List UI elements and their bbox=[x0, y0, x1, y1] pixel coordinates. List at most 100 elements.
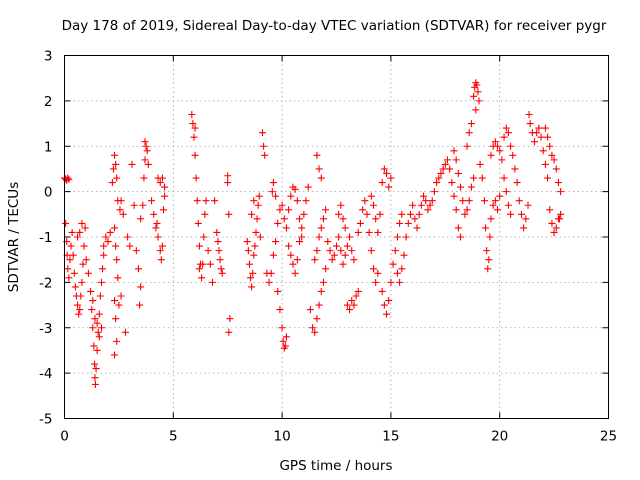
data-point bbox=[92, 365, 100, 373]
data-point bbox=[352, 292, 360, 300]
data-point bbox=[317, 287, 325, 295]
data-point bbox=[313, 247, 321, 255]
data-point bbox=[90, 342, 98, 350]
data-point bbox=[435, 174, 443, 182]
data-point bbox=[152, 224, 160, 232]
data-point bbox=[225, 328, 233, 336]
data-point bbox=[300, 210, 308, 218]
data-point bbox=[139, 201, 147, 209]
data-point bbox=[457, 233, 465, 241]
data-point bbox=[354, 228, 362, 236]
data-point bbox=[206, 260, 214, 268]
data-point bbox=[143, 147, 151, 155]
data-point bbox=[130, 201, 138, 209]
data-point bbox=[195, 242, 203, 250]
data-point bbox=[339, 215, 347, 223]
data-point bbox=[214, 238, 222, 246]
data-point bbox=[69, 251, 77, 259]
data-point bbox=[108, 179, 116, 187]
data-point bbox=[84, 269, 92, 277]
data-point bbox=[369, 201, 377, 209]
data-point bbox=[374, 228, 382, 236]
data-point bbox=[522, 215, 530, 223]
data-point bbox=[94, 328, 102, 336]
data-point bbox=[126, 242, 134, 250]
data-point bbox=[486, 233, 494, 241]
data-point bbox=[517, 210, 525, 218]
data-point bbox=[393, 269, 401, 277]
data-point bbox=[361, 197, 369, 205]
data-point bbox=[437, 169, 445, 177]
data-point bbox=[354, 287, 362, 295]
data-point bbox=[269, 179, 277, 187]
data-point bbox=[475, 97, 483, 105]
data-point bbox=[537, 133, 545, 141]
data-point bbox=[285, 242, 293, 250]
data-point bbox=[89, 297, 97, 305]
data-point bbox=[524, 201, 532, 209]
data-point bbox=[513, 179, 521, 187]
data-point bbox=[557, 188, 565, 196]
data-point bbox=[281, 342, 289, 350]
data-point bbox=[190, 133, 198, 141]
data-point bbox=[140, 174, 148, 182]
data-point bbox=[260, 142, 268, 150]
data-point bbox=[350, 256, 358, 264]
data-point bbox=[77, 292, 85, 300]
data-point bbox=[251, 242, 259, 250]
data-point bbox=[274, 287, 282, 295]
data-point bbox=[289, 260, 297, 268]
data-point bbox=[454, 169, 462, 177]
data-point bbox=[298, 233, 306, 241]
y-tick-label: 2 bbox=[44, 94, 53, 110]
data-point bbox=[291, 269, 299, 277]
data-point bbox=[81, 224, 89, 232]
data-point bbox=[96, 292, 104, 300]
data-point bbox=[302, 197, 310, 205]
data-point bbox=[539, 147, 547, 155]
data-point bbox=[317, 174, 325, 182]
data-point bbox=[520, 224, 528, 232]
data-point bbox=[144, 160, 152, 168]
data-point bbox=[150, 210, 158, 218]
data-point bbox=[276, 206, 284, 214]
data-point bbox=[67, 242, 75, 250]
data-point bbox=[201, 210, 209, 218]
data-point bbox=[76, 228, 84, 236]
data-point bbox=[102, 233, 110, 241]
data-point bbox=[79, 260, 87, 268]
data-point bbox=[457, 183, 465, 191]
data-point bbox=[256, 233, 264, 241]
data-point bbox=[313, 315, 321, 323]
data-point bbox=[452, 206, 460, 214]
data-point bbox=[278, 201, 286, 209]
data-point bbox=[309, 324, 317, 332]
data-point bbox=[111, 351, 119, 359]
data-point bbox=[319, 215, 327, 223]
data-point bbox=[293, 256, 301, 264]
y-tick-label: 1 bbox=[44, 139, 53, 155]
data-point bbox=[296, 238, 304, 246]
data-point bbox=[369, 265, 377, 273]
data-point bbox=[489, 201, 497, 209]
data-point bbox=[315, 233, 323, 241]
data-point bbox=[134, 265, 142, 273]
data-point bbox=[124, 233, 132, 241]
data-point bbox=[511, 165, 519, 173]
data-point bbox=[531, 138, 539, 146]
data-point bbox=[291, 185, 299, 193]
plot-frame bbox=[64, 55, 609, 419]
data-point bbox=[216, 256, 224, 264]
data-point bbox=[65, 274, 73, 282]
data-point bbox=[348, 297, 356, 305]
data-point bbox=[78, 278, 86, 286]
data-point bbox=[217, 265, 225, 273]
data-point bbox=[95, 310, 103, 318]
data-point bbox=[480, 197, 488, 205]
data-point bbox=[75, 310, 83, 318]
data-point bbox=[496, 147, 504, 155]
data-point bbox=[541, 124, 549, 132]
data-point bbox=[339, 260, 347, 268]
data-point bbox=[247, 274, 255, 282]
data-point bbox=[213, 228, 221, 236]
